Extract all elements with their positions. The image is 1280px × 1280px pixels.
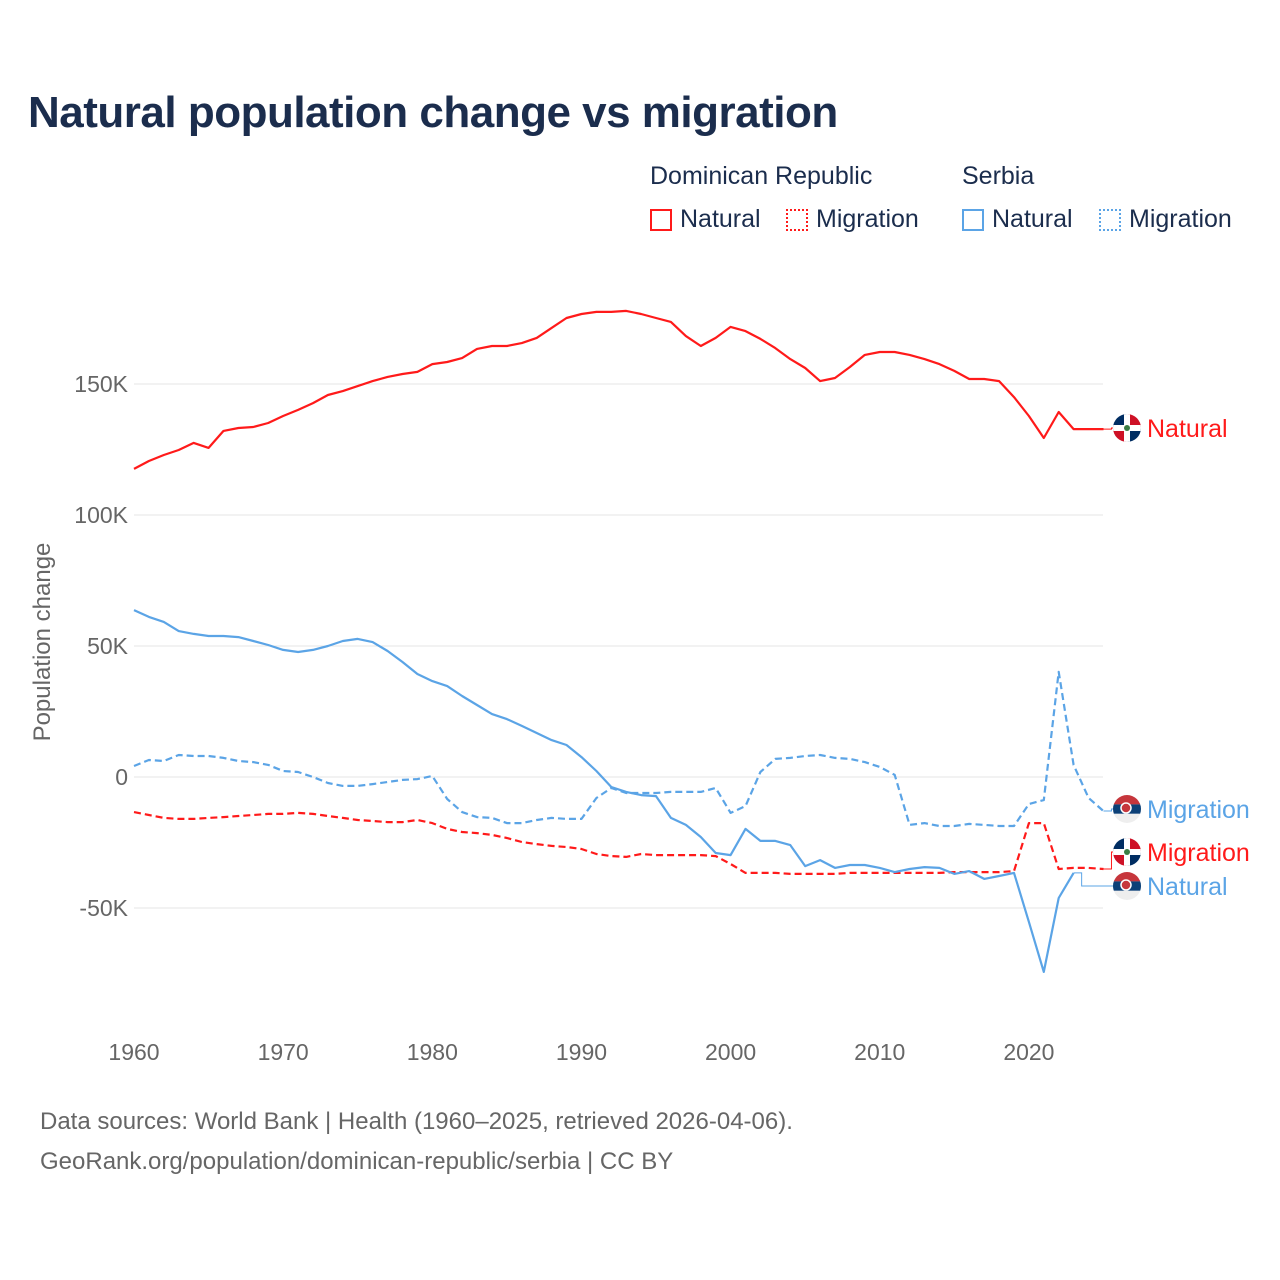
flag-stripe-red	[1113, 872, 1141, 882]
label-connector	[1103, 851, 1113, 870]
legend-item-serbia-migration[interactable]: Migration	[1099, 205, 1232, 234]
flag-stripe-red	[1113, 795, 1141, 805]
chart-title: Natural population change vs migration	[28, 88, 838, 137]
flag-stripe-white	[1113, 890, 1141, 900]
series-line-serbia-natural	[133, 609, 1075, 973]
legend-label: Migration	[1129, 205, 1232, 233]
flag-emblem	[1120, 879, 1132, 891]
legend-label: Natural	[680, 205, 761, 233]
series-end-label: Migration	[1147, 839, 1250, 867]
legend-label: Natural	[992, 205, 1073, 233]
series-line-dominican-republic-natural	[133, 309, 1104, 470]
flag-emblem	[1124, 425, 1130, 431]
label-connector	[1073, 872, 1113, 887]
y-tick-label: 0	[115, 764, 128, 790]
flag-emblem	[1124, 849, 1130, 855]
legend-swatch-solid-blue	[962, 208, 984, 231]
y-tick-label: 50K	[87, 633, 129, 659]
y-tick-label: 100K	[74, 502, 128, 528]
series-end-label: Migration	[1147, 796, 1250, 824]
flag-body	[1113, 872, 1141, 900]
y-tick-label: -50K	[79, 895, 128, 921]
legend-label: Migration	[816, 205, 919, 233]
legend-swatch-dotted-red	[786, 208, 808, 231]
legend-item-dr-natural[interactable]: Natural	[650, 205, 761, 234]
legend-group-serbia: Serbia	[962, 162, 1035, 190]
x-tick-label: 2010	[854, 1039, 905, 1065]
legend-swatch-solid-red	[650, 208, 672, 231]
x-tick-label: 1980	[407, 1039, 458, 1065]
serbia-flag-icon	[1113, 795, 1141, 823]
footer-link[interactable]: GeoRank.org/population/dominican-republi…	[40, 1148, 674, 1175]
dominican-republic-flag-icon	[1113, 414, 1141, 442]
x-tick-label: 1990	[556, 1039, 607, 1065]
dominican-republic-flag-icon	[1113, 838, 1141, 866]
legend-item-dr-migration[interactable]: Migration	[786, 205, 919, 234]
y-axis-label: Population change	[29, 543, 56, 742]
y-tick-label: 150K	[74, 371, 128, 397]
series-line-dominican-republic-migration	[133, 811, 1104, 875]
flag-body	[1113, 795, 1141, 823]
serbia-flag-icon	[1113, 872, 1141, 900]
legend-group-dominican-republic: Dominican Republic	[650, 162, 873, 190]
label-connector	[1103, 808, 1113, 812]
legend-swatch-dotted-blue	[1099, 208, 1121, 231]
flag-body	[1113, 414, 1141, 442]
legend-item-serbia-natural[interactable]: Natural	[962, 205, 1073, 234]
x-tick-label: 2000	[705, 1039, 756, 1065]
flag-body	[1113, 838, 1141, 866]
x-tick-label: 1960	[108, 1039, 159, 1065]
flag-emblem	[1120, 802, 1132, 814]
footer-sources: Data sources: World Bank | Health (1960–…	[40, 1108, 793, 1135]
x-tick-label: 1970	[258, 1039, 309, 1065]
label-connector	[1103, 427, 1113, 430]
series-end-label: Natural	[1147, 415, 1228, 443]
x-tick-label: 2020	[1003, 1039, 1054, 1065]
series-line-serbia-migration	[133, 670, 1105, 828]
flag-stripe-white	[1113, 813, 1141, 823]
series-end-label: Natural	[1147, 873, 1228, 901]
